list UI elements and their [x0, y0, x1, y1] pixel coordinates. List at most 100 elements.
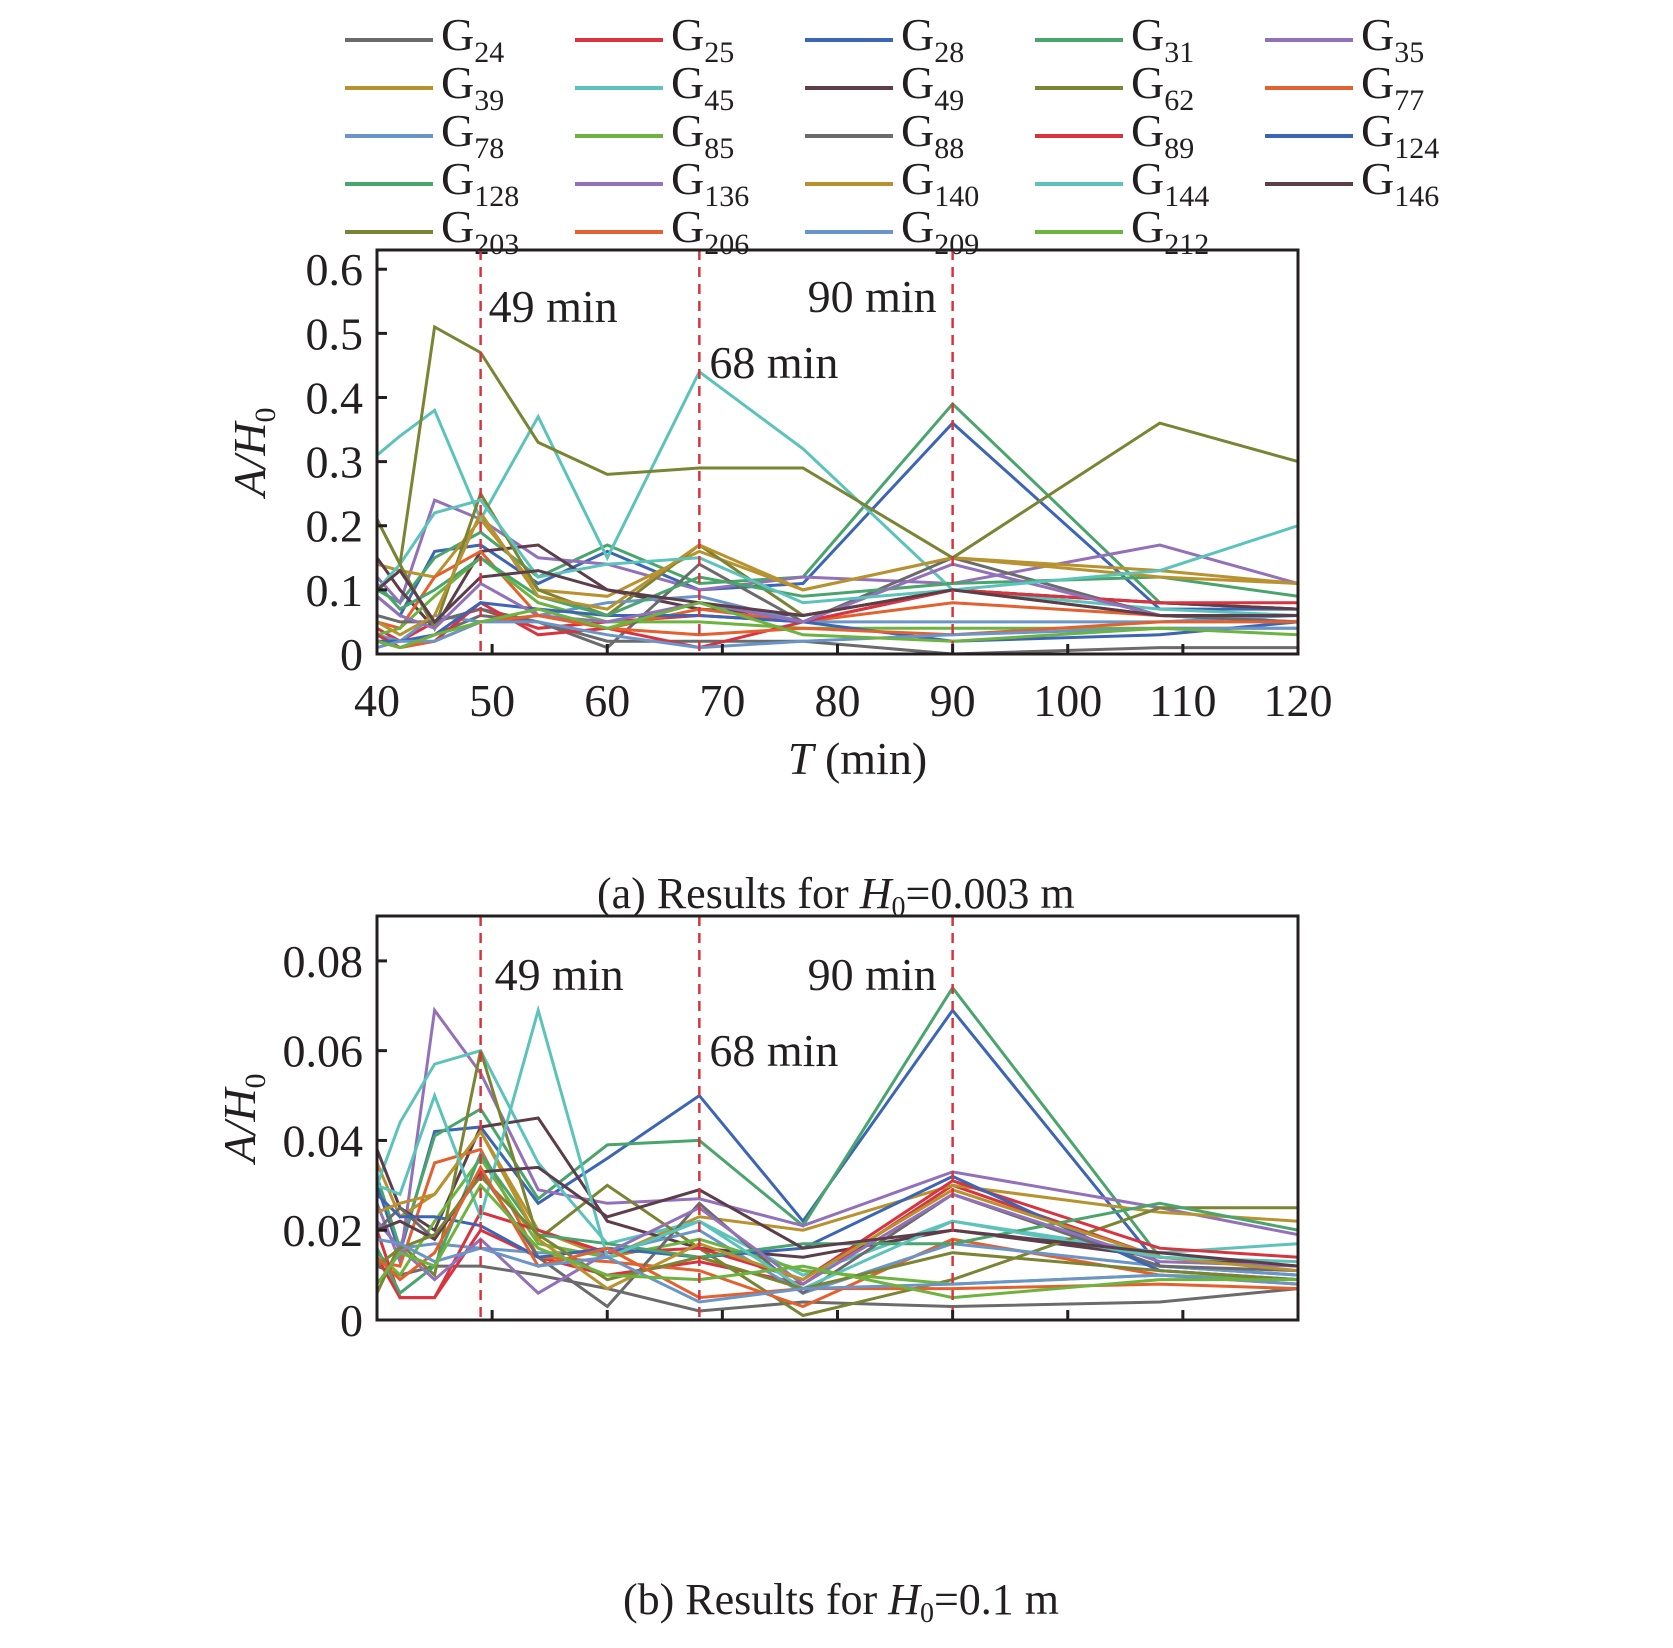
x-tick-label: 80	[815, 1341, 861, 1350]
series-line-g212	[377, 601, 1298, 650]
x-tick-label: 80	[815, 675, 861, 726]
x-tick-label: 50	[469, 1341, 515, 1350]
legend-swatch	[345, 86, 433, 90]
series-line-g203	[377, 324, 1298, 570]
y-axis-label: A/H0	[224, 407, 282, 499]
legend-label: G45	[671, 57, 735, 117]
legend-item-g203: G203	[345, 204, 519, 260]
x-tick-label: 60	[584, 675, 630, 726]
legend-item-g209: G209	[805, 204, 979, 260]
y-tick-label: 0.3	[306, 437, 364, 488]
legend-swatch	[805, 182, 893, 186]
legend-swatch	[805, 230, 893, 234]
legend-swatch	[345, 230, 433, 234]
legend-item-g25: G25	[575, 12, 734, 68]
chart-b: 49 min 68 min 90 min 40 50 60 70 80 90 100 110 120 0…	[214, 914, 1333, 1350]
x-tick-label: 40	[354, 675, 400, 726]
legend-label: G128	[441, 153, 520, 213]
legend-item-g140: G140	[805, 156, 979, 212]
y-tick-label: 0.6	[306, 244, 364, 295]
legend-swatch	[575, 230, 663, 234]
legend-swatch	[345, 134, 433, 138]
legend-label: G140	[901, 153, 980, 213]
reference-label-68: 68 min	[709, 337, 838, 388]
caption-a-var: H	[859, 869, 892, 918]
legend-swatch	[1265, 86, 1353, 90]
series-group	[377, 324, 1298, 654]
legend-swatch	[575, 86, 663, 90]
legend-item-g77: G77	[1265, 60, 1424, 116]
y-tick-label: 0.2	[306, 501, 364, 552]
x-tick-label: 90	[930, 675, 976, 726]
caption-b: (b) Results for H0=0.1 m	[623, 1574, 1059, 1630]
caption-a: (a) Results for H0=0.003 m	[597, 868, 1075, 924]
x-tick-label: 120	[1264, 1341, 1333, 1350]
legend-item-g146: G146	[1265, 156, 1439, 212]
legend-swatch	[575, 134, 663, 138]
series-line-g209	[377, 1237, 1298, 1304]
legend-label: G77	[1361, 57, 1425, 117]
series-line-g128	[377, 1150, 1298, 1296]
x-tick-label: 100	[1033, 1341, 1102, 1350]
legend-item-g128: G128	[345, 156, 519, 212]
x-tick-label: 70	[699, 1341, 745, 1350]
legend-swatch	[345, 182, 433, 186]
y-tick-label: 0.02	[283, 1205, 364, 1256]
series-line-g146	[377, 568, 1298, 625]
legend-label: G25	[671, 9, 735, 69]
legend-item-g85: G85	[575, 108, 734, 164]
legend-label: G209	[901, 201, 980, 261]
legend-label: G31	[1131, 9, 1195, 69]
legend-item-g35: G35	[1265, 12, 1424, 68]
chart-a: 49 min 68 min 90 min 40 50 60 70 80 90 100 110 120 0…	[224, 244, 1333, 784]
y-tick-label: 0	[340, 629, 363, 680]
legend-label: G144	[1131, 153, 1210, 213]
series-line-g140	[377, 1128, 1298, 1291]
legend-item-g144: G144	[1035, 156, 1209, 212]
x-axis-label: T (min)	[788, 733, 927, 784]
legend-item-g49: G49	[805, 60, 964, 116]
y-tick-label: 0.5	[306, 308, 364, 359]
series-group	[377, 985, 1298, 1318]
legend-swatch	[1035, 86, 1123, 90]
legend-label: G49	[901, 57, 965, 117]
legend-item-g24: G24	[345, 12, 504, 68]
y-axis-label: A/H0	[214, 1073, 272, 1165]
legend-label: G24	[441, 9, 505, 69]
series-line-g212	[377, 1182, 1298, 1300]
legend-swatch	[1035, 230, 1123, 234]
legend-label: G78	[441, 105, 505, 165]
legend-swatch	[805, 86, 893, 90]
legend-swatch	[1265, 182, 1353, 186]
caption-b-suffix: =0.1 m	[933, 1575, 1060, 1624]
legend-item-g78: G78	[345, 108, 504, 164]
caption-a-sub: 0	[891, 892, 906, 923]
legend-item-g88: G88	[805, 108, 964, 164]
x-tick-label: 40	[354, 1341, 400, 1350]
series-line-g45	[377, 369, 1298, 617]
legend-item-g45: G45	[575, 60, 734, 116]
legend-swatch	[1035, 134, 1123, 138]
series-line-g35	[377, 1006, 1298, 1268]
legend-item-g28: G28	[805, 12, 964, 68]
y-tick-label: 0.06	[283, 1026, 364, 1077]
series-line-g144	[377, 498, 1298, 605]
legend-item-g124: G124	[1265, 108, 1439, 164]
x-tick-label: 100	[1033, 675, 1102, 726]
legend-item-g212: G212	[1035, 204, 1209, 260]
legend-item-g206: G206	[575, 204, 749, 260]
caption-b-sub: 0	[919, 1598, 934, 1629]
legend-swatch	[805, 38, 893, 42]
legend-label: G124	[1361, 105, 1440, 165]
legend-label: G39	[441, 57, 505, 117]
series-line-g31	[377, 985, 1298, 1268]
y-tick-label: 0.08	[283, 936, 364, 987]
x-tick-label: 90	[930, 1341, 976, 1350]
series-line-g140	[377, 509, 1298, 637]
x-tick-label: 60	[584, 1341, 630, 1350]
reference-label-49: 49 min	[495, 949, 624, 1000]
caption-b-prefix: (b) Results for	[623, 1575, 889, 1624]
legend-swatch	[1035, 38, 1123, 42]
legend-swatch	[1035, 182, 1123, 186]
legend-swatch	[575, 38, 663, 42]
